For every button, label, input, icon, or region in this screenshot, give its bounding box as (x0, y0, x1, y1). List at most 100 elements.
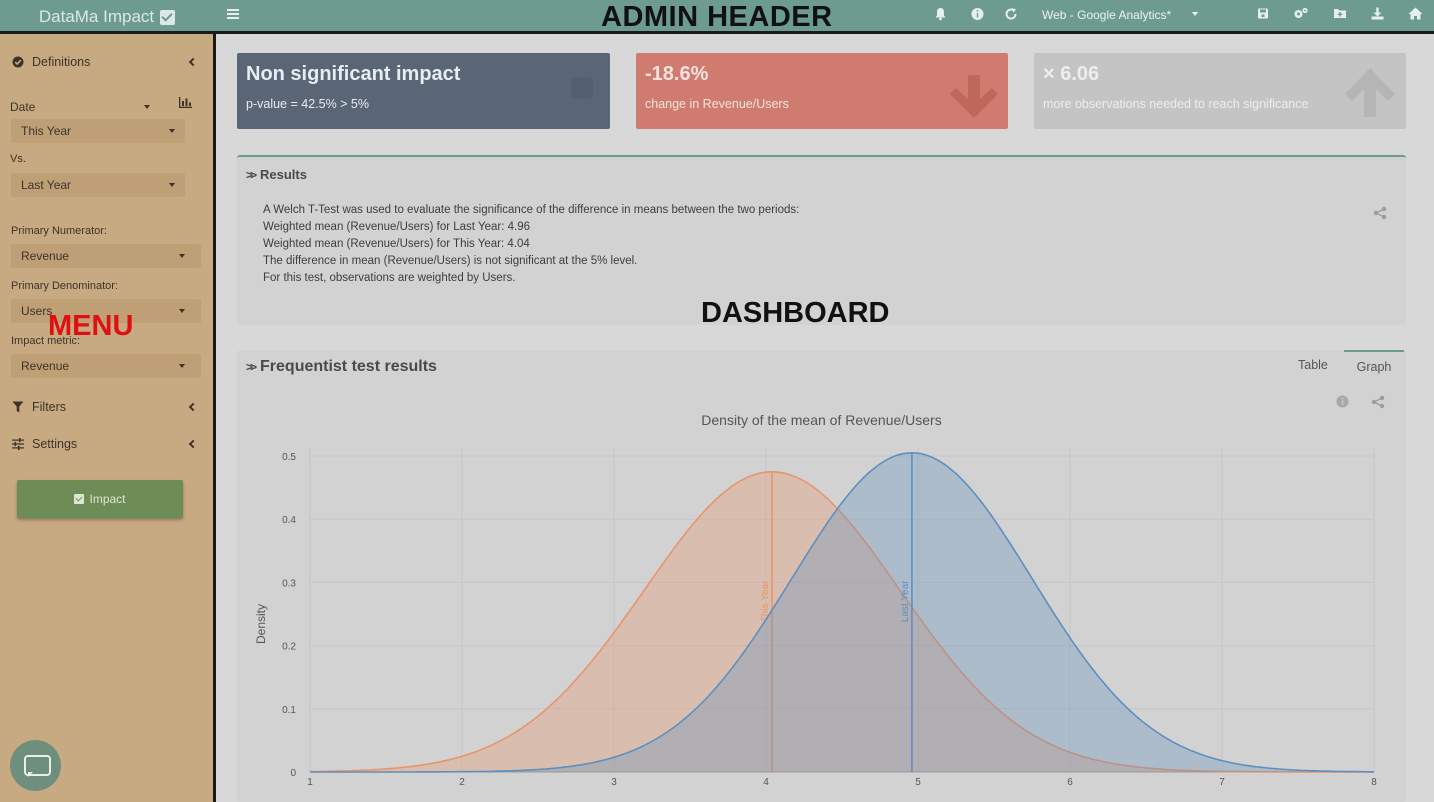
infobox-value: × 6.06 (1043, 63, 1100, 85)
tab-graph[interactable]: Graph (1344, 350, 1404, 380)
results-title-label: Results (260, 167, 307, 182)
results-line: Weighted mean (Revenue/Users) for This Y… (263, 238, 530, 250)
admin-header: DataMa Impact ADMIN HEADER Web - Google … (0, 0, 1434, 34)
chevron-down-icon[interactable] (1192, 12, 1198, 16)
sliders-icon (12, 438, 24, 450)
tab-table[interactable]: Table (1298, 358, 1328, 372)
y-axis-label: Density (254, 604, 268, 644)
numerator-label: Primary Numerator: (11, 225, 107, 237)
app-name: DataMa Impact (38, 7, 155, 26)
significance-infobox: Non significant impact p-value = 42.5% >… (237, 53, 610, 129)
folder-add-icon[interactable] (1333, 7, 1347, 19)
numerator-select[interactable]: Revenue (11, 244, 201, 268)
y-tick-label: 0.1 (282, 705, 296, 716)
infobox-caption: more observations needed to reach signif… (1043, 97, 1309, 111)
sidebar-item-filters[interactable]: Filters (12, 400, 66, 414)
chevron-down-icon (179, 309, 185, 313)
save-icon[interactable] (1257, 7, 1269, 20)
menu-icon[interactable] (227, 9, 239, 19)
metric-select[interactable]: Revenue (11, 354, 201, 378)
infobox-caption: p-value = 42.5% > 5% (246, 97, 369, 111)
chevron-down-icon (179, 364, 185, 368)
date-select-value: This Year (21, 124, 72, 138)
refresh-icon[interactable] (1004, 7, 1018, 21)
x-tick-label: 7 (1219, 777, 1225, 788)
denominator-label: Primary Denominator: (11, 280, 118, 292)
admin-header-annotation: ADMIN HEADER (601, 1, 833, 33)
chevron-down-icon[interactable] (144, 105, 150, 109)
y-tick-label: 0.2 (282, 642, 296, 653)
impact-button[interactable]: Impact (17, 480, 183, 518)
bar-chart-icon[interactable] (179, 97, 192, 108)
density-chart: 1 2 3 4 5 6 7 8 0 0.1 0.2 0.3 0.4 0.5 Density This Year… (254, 448, 1377, 788)
chevron-left-icon[interactable] (188, 402, 198, 412)
chat-icon[interactable] (10, 740, 61, 791)
density-line-0 (309, 471, 1374, 773)
checkbox-logo-icon (160, 9, 176, 25)
x-tick-label: 8 (1371, 777, 1377, 788)
home-icon[interactable] (1408, 7, 1423, 20)
settings-icon[interactable] (1293, 7, 1309, 20)
double-chevron-icon: >> (246, 360, 257, 374)
sidebar-item-label: Filters (32, 400, 67, 414)
density-area-0 (310, 471, 1374, 772)
sidebar-item-label: Definitions (32, 55, 91, 69)
arrow-up-icon (1345, 68, 1395, 117)
mean-label-1: Last Year (900, 580, 911, 622)
frequentist-title-label: Frequentist test results (260, 358, 437, 375)
results-title[interactable]: >> Results (246, 167, 307, 182)
change-infobox: -18.6% change in Revenue/Users (636, 53, 1008, 129)
datasource-select[interactable]: Web - Google Analytics* (1042, 8, 1172, 22)
denominator-select-value: Users (21, 304, 53, 318)
checkbox-icon (74, 494, 85, 504)
arrow-down-icon (950, 75, 998, 118)
bell-icon[interactable] (934, 7, 947, 21)
frequentist-title[interactable]: >> Frequentist test results (246, 358, 437, 376)
x-tick-label: 4 (763, 777, 769, 788)
info-icon[interactable] (971, 7, 984, 21)
chart-title: Density of the mean of Revenue/Users (701, 412, 942, 428)
info-icon[interactable] (1336, 395, 1349, 408)
y-tick-label: 0 (290, 768, 296, 779)
date-label: Date (10, 100, 36, 114)
denominator-select[interactable]: Users (11, 299, 201, 323)
double-chevron-icon: >> (246, 167, 257, 182)
check-circle-icon (12, 56, 24, 68)
download-icon[interactable] (1371, 7, 1384, 20)
infobox-value: Non significant impact (246, 63, 461, 85)
chevron-down-icon (169, 129, 175, 133)
metric-select-value: Revenue (21, 359, 70, 373)
vs-select[interactable]: Last Year (11, 173, 185, 197)
metric-label: Impact metric: (11, 335, 81, 347)
x-tick-label: 2 (459, 777, 465, 788)
sidebar-item-definitions[interactable]: Definitions (12, 55, 90, 69)
share-icon[interactable] (1371, 395, 1385, 409)
chevron-left-icon[interactable] (188, 439, 198, 449)
dashboard-annotation: DASHBOARD (701, 297, 890, 329)
results-line: A Welch T-Test was used to evaluate the … (263, 204, 800, 216)
sidebar-item-settings[interactable]: Settings (12, 437, 77, 451)
results-text: A Welch T-Test was used to evaluate the … (263, 202, 799, 287)
infobox-value: -18.6% (645, 63, 709, 85)
infobox-caption: change in Revenue/Users (645, 97, 789, 111)
chevron-left-icon[interactable] (188, 57, 198, 67)
y-tick-label: 0.5 (282, 452, 296, 463)
vs-select-value: Last Year (21, 178, 72, 192)
share-icon[interactable] (1373, 206, 1387, 220)
results-line: Weighted mean (Revenue/Users) for Last Y… (263, 221, 530, 233)
sidebar-menu: Definitions Date This Year Vs. Last Year… (0, 34, 216, 802)
x-tick-label: 5 (915, 777, 921, 788)
frequentist-panel: >> Frequentist test results Table Graph … (237, 350, 1406, 802)
chevron-down-icon (179, 254, 185, 258)
results-panel: >> Results A Welch T-Test was used to ev… (237, 155, 1406, 325)
mean-label-0: This Year (760, 580, 771, 622)
x-tick-label: 3 (611, 777, 617, 788)
sidebar-item-label: Settings (32, 437, 78, 451)
app-logo[interactable]: DataMa Impact (0, 0, 214, 34)
density-area-1 (310, 452, 1374, 772)
menu-annotation: MENU (48, 310, 134, 342)
density-line-1 (310, 452, 1374, 773)
impact-button-label: Impact (89, 492, 126, 506)
chevron-down-icon (169, 183, 175, 187)
date-select[interactable]: This Year (11, 119, 185, 143)
